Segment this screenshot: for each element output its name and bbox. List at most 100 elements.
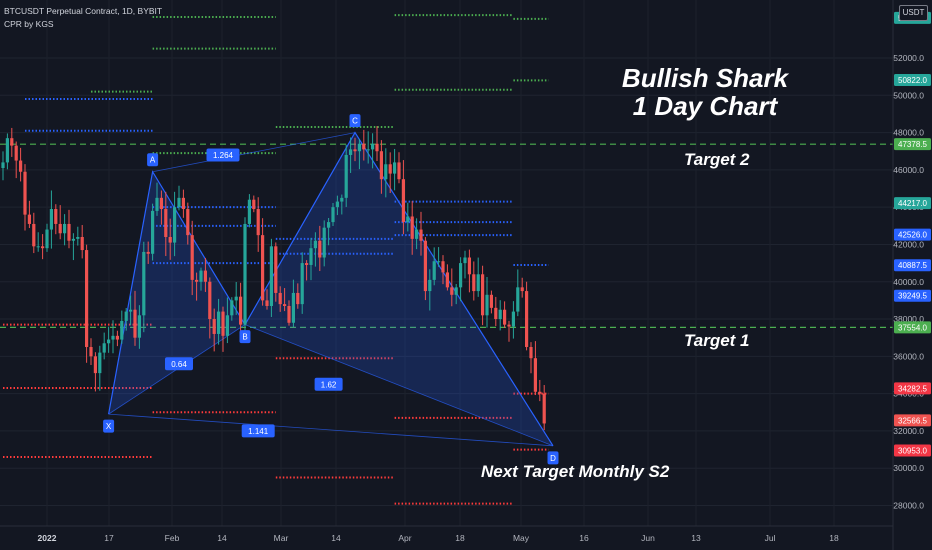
annotation-target-2: Target 2 <box>684 150 750 169</box>
candle-body <box>305 263 309 265</box>
candle-body <box>93 356 97 374</box>
candle-body <box>168 237 172 243</box>
candle-body <box>542 393 546 424</box>
pattern-point-a: A <box>150 156 156 165</box>
candle-body <box>529 347 533 359</box>
candle-body <box>58 223 62 234</box>
price-label-value: 32566.5 <box>898 416 927 425</box>
time-tick-label: 18 <box>829 533 839 543</box>
candle-body <box>441 261 445 273</box>
candlesticks <box>1 126 546 431</box>
candle-body <box>472 274 476 292</box>
pattern-ratio-line <box>244 324 554 447</box>
harmonic-pattern <box>108 131 554 447</box>
candle-body <box>239 296 243 325</box>
pattern-point-badge <box>547 451 559 465</box>
candle-body <box>133 309 137 338</box>
candle-body <box>111 335 115 340</box>
pattern-point-c: C <box>352 117 358 126</box>
candle-body <box>234 296 238 301</box>
candle-body <box>300 263 304 305</box>
candle-body <box>503 309 507 325</box>
candle-body <box>98 352 102 374</box>
price-label-badge <box>894 228 931 241</box>
candle-body <box>124 311 128 321</box>
pattern-ratio-line <box>152 132 356 173</box>
candle-body <box>507 324 511 327</box>
time-tick-label: 16 <box>579 533 589 543</box>
time-axis[interactable]: 2022 17 Feb 14 Mar 14 Apr 18 May 16 Jun 13 Jul 18 <box>0 525 893 543</box>
candle-body <box>283 304 287 306</box>
candle-body <box>415 229 419 239</box>
candle-body <box>489 294 493 308</box>
candle-body <box>177 197 181 208</box>
candle-body <box>261 235 265 301</box>
price-tick-label: 28000.0 <box>893 501 924 511</box>
candle-body <box>353 149 357 152</box>
candle-body <box>217 311 221 334</box>
candle-body <box>54 209 58 224</box>
candle-body <box>36 246 40 248</box>
candle-body <box>388 164 392 174</box>
price-label-value: 42526.0 <box>898 231 927 240</box>
price-tick-label: 32000.0 <box>893 426 924 436</box>
candle-body <box>362 143 366 150</box>
candle-body <box>494 307 498 320</box>
candle-body <box>173 207 177 243</box>
annotation-title-line2: 1 Day Chart <box>632 91 778 121</box>
pattern-point-x: X <box>106 422 112 431</box>
symbol-title[interactable]: BTCUSDT Perpetual Contract, 1D, BYBIT <box>4 6 163 16</box>
price-label-badge <box>894 73 931 86</box>
currency-button[interactable]: USDT <box>899 5 928 21</box>
candle-body <box>155 197 159 211</box>
candle-body <box>49 209 53 230</box>
candle-body <box>265 300 269 306</box>
candle-body <box>27 214 31 224</box>
price-tick-label: 30000.0 <box>893 463 924 473</box>
time-tick-label: 13 <box>691 533 701 543</box>
candle-body <box>397 162 401 180</box>
candle-body <box>190 235 194 280</box>
candle-body <box>313 240 317 249</box>
candle-body <box>432 261 436 280</box>
price-tick-label: 36000.0 <box>893 351 924 361</box>
candle-body <box>142 251 146 316</box>
candle-body <box>76 237 80 239</box>
price-label-badge <box>894 382 931 395</box>
indicator-name[interactable]: CPR by KGS <box>4 19 54 29</box>
price-tick-label: 42000.0 <box>893 239 924 249</box>
candle-body <box>247 199 251 224</box>
time-tick-label: Jun <box>641 533 655 543</box>
candle-body <box>221 311 225 336</box>
price-label-badge <box>894 197 931 210</box>
candle-body <box>309 248 313 265</box>
candle-body <box>476 274 480 292</box>
pattern-point-d: D <box>550 454 556 463</box>
candle-body <box>5 138 9 163</box>
candle-body <box>463 257 467 264</box>
candle-body <box>454 287 458 295</box>
price-tick-label: 40000.0 <box>893 277 924 287</box>
ratio-label: 1.264 <box>213 151 234 160</box>
candle-body <box>186 209 190 236</box>
candle-body <box>428 279 432 292</box>
candle-body <box>23 171 27 215</box>
candle-body <box>335 201 339 208</box>
price-label-value: 50822.0 <box>898 76 927 85</box>
pattern-point-badge <box>103 419 115 433</box>
candle-body <box>459 263 463 288</box>
candle-body <box>423 240 427 292</box>
candle-body <box>520 287 524 292</box>
price-label-value: 34282.5 <box>898 384 927 393</box>
pattern-point-badge <box>147 153 159 167</box>
price-label-value: 44217.0 <box>898 199 927 208</box>
candle-body <box>393 162 397 174</box>
candle-body <box>485 294 489 316</box>
candle-body <box>208 281 212 320</box>
candle-body <box>120 320 124 340</box>
candle-body <box>19 160 23 172</box>
price-label-badge <box>894 259 931 272</box>
candle-body <box>349 149 353 155</box>
candle-body <box>89 347 93 357</box>
